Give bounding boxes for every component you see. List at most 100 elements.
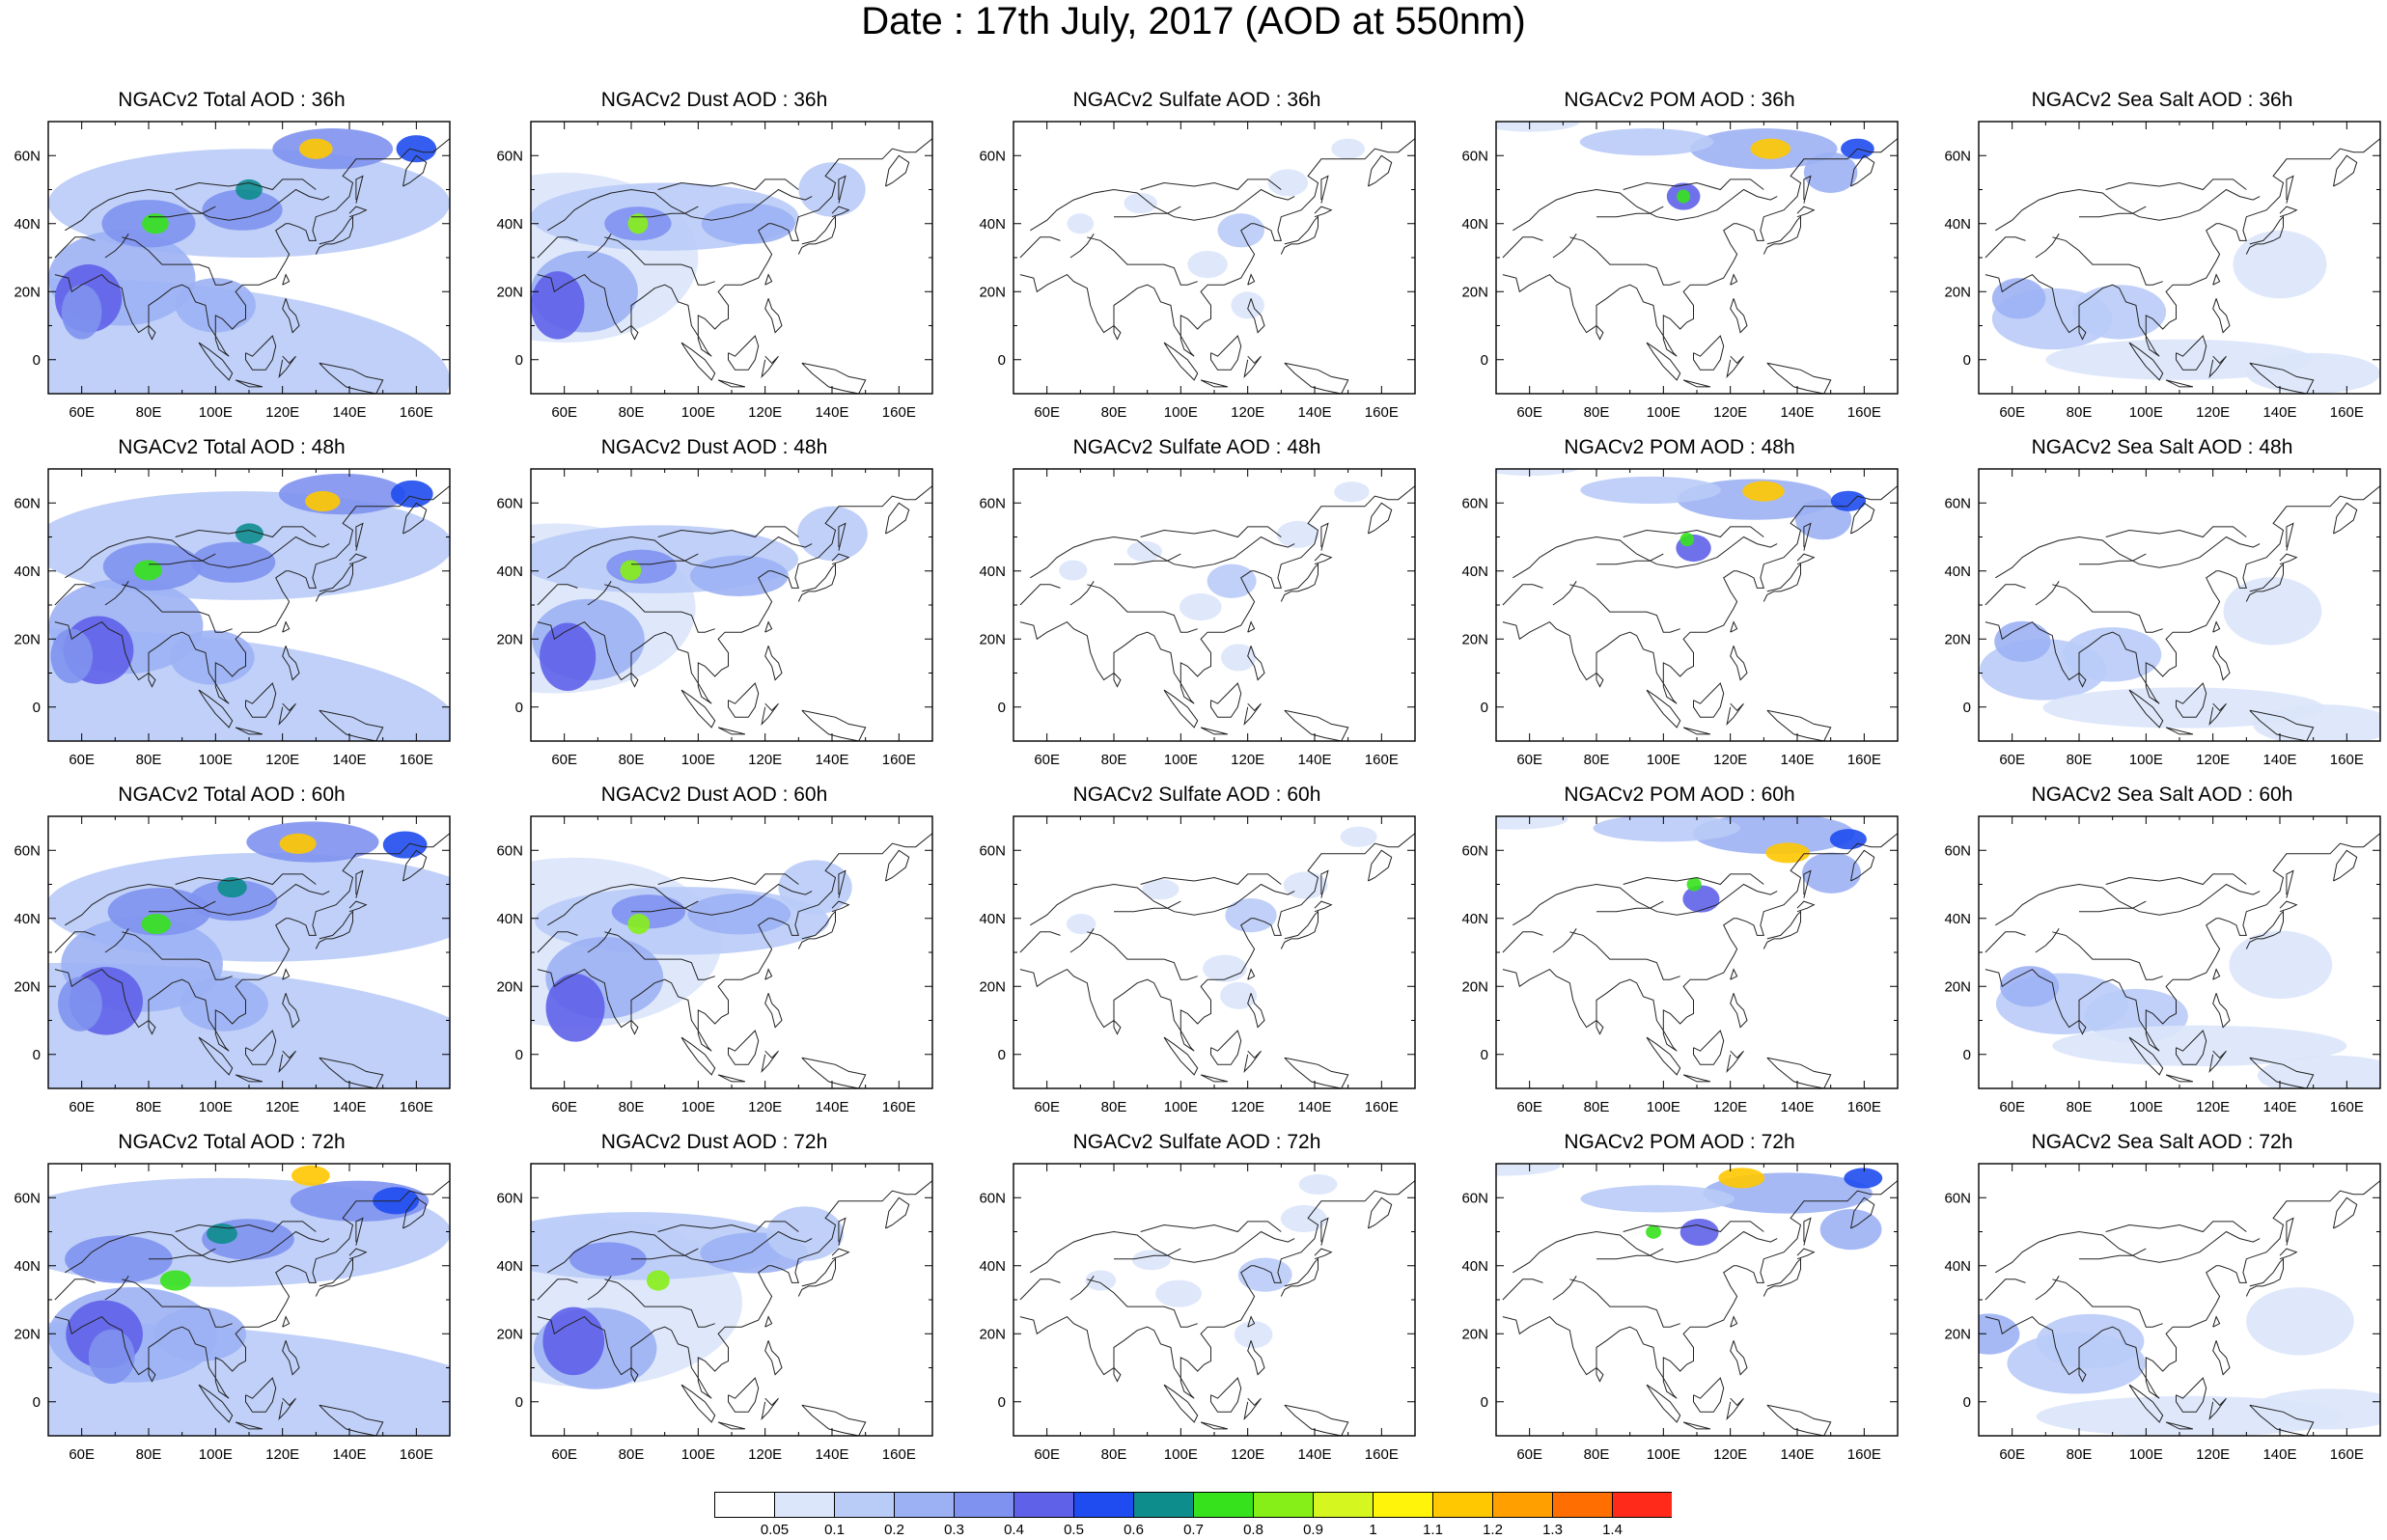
coastline <box>2035 1276 2060 1301</box>
coastline <box>801 362 867 394</box>
aod-shading <box>1276 520 1319 548</box>
coastline <box>1243 355 1262 378</box>
coastline <box>631 206 699 218</box>
coastline <box>2128 689 2164 729</box>
aod-shading <box>291 1165 330 1186</box>
lon-tick-label: 160E <box>400 1099 433 1115</box>
lon-tick-label: 60E <box>551 404 577 421</box>
panel-title: NGACv2 Sulfate AOD : 72h <box>1072 1131 1321 1153</box>
lon-tick-label: 140E <box>1297 1099 1331 1115</box>
aod-shading <box>170 630 255 685</box>
aod-shading <box>1593 816 1741 842</box>
coastline <box>319 1404 384 1436</box>
lat-tick-label: 60N <box>14 842 41 859</box>
lon-tick-label: 100E <box>199 404 233 421</box>
map-panel-seasalt-row1: NGACv2 Sea Salt AOD : 48h 60E 80E 100E 120E 1… <box>1940 436 2384 784</box>
coastline <box>2208 702 2227 726</box>
lon-tick-label: 60E <box>551 1099 577 1115</box>
coastline <box>1284 1404 1349 1436</box>
coastline <box>764 1340 783 1376</box>
lon-tick-label: 80E <box>2067 1099 2093 1115</box>
panel-title: NGACv2 POM AOD : 60h <box>1564 784 1795 806</box>
lon-tick-label: 100E <box>199 752 233 768</box>
coastline <box>1995 536 2261 579</box>
panel-title: NGACv2 POM AOD : 36h <box>1564 89 1795 111</box>
lat-tick-label: 0 <box>1481 352 1488 369</box>
aod-shading <box>2246 352 2380 394</box>
coastline <box>1730 298 1748 334</box>
coastline <box>1368 154 1393 187</box>
coastline <box>1030 1230 1295 1274</box>
aod-shading <box>797 506 868 562</box>
aod-shading <box>1067 213 1095 234</box>
aod-shading <box>1802 852 1862 894</box>
coastline <box>149 553 216 565</box>
coastline <box>348 900 368 913</box>
coastline <box>2165 727 2194 735</box>
coastline <box>680 1036 716 1076</box>
coastline <box>1803 175 1812 204</box>
coastline <box>1730 273 1738 286</box>
coastline <box>2212 993 2231 1029</box>
aod-shading <box>1187 250 1228 279</box>
coastline <box>1646 1384 1681 1423</box>
coastline <box>149 206 216 218</box>
coastline <box>54 584 96 606</box>
colorbar-swatch <box>834 1492 895 1518</box>
coastline <box>885 1196 910 1229</box>
lat-tick-label: 40N <box>14 1258 41 1275</box>
coastline <box>282 1315 291 1328</box>
coastline <box>1552 234 1577 259</box>
lat-tick-label: 20N <box>1461 1326 1488 1342</box>
map-panel-dust-row0: NGACv2 Dust AOD : 36h 60E 80E 100E 120E 140E 1… <box>492 89 936 436</box>
map-plot: 60E 80E 100E 120E 140E 160E 60N 40N 20N 0 <box>1461 815 1899 1115</box>
lon-tick-label: 160E <box>2330 404 2364 421</box>
lat-tick-label: 60N <box>1944 148 1971 164</box>
coastline <box>1693 335 1725 371</box>
aod-shading <box>1496 1164 1561 1176</box>
lon-tick-label: 140E <box>332 1099 366 1115</box>
coastline <box>1210 682 1242 718</box>
lat-tick-label: 0 <box>1481 1394 1488 1411</box>
coastline <box>1069 1276 1095 1301</box>
lon-tick-label: 60E <box>1516 1446 1542 1463</box>
aod-shading <box>2229 930 2333 1000</box>
lon-tick-label: 140E <box>1780 404 1814 421</box>
aod-shading <box>1203 954 1247 982</box>
figure-title: Date : 17th July, 2017 (AOD at 550nm) <box>861 0 1526 42</box>
aod-shading <box>1066 913 1096 935</box>
coastline <box>831 206 850 218</box>
coastline <box>604 584 715 633</box>
lon-tick-label: 120E <box>1713 1446 1747 1463</box>
aod-shading <box>1646 1224 1662 1239</box>
coastline <box>1766 362 1832 394</box>
lat-tick-label: 20N <box>1461 284 1488 300</box>
coastline <box>1502 833 1898 1052</box>
coastline <box>630 673 639 688</box>
lon-tick-label: 100E <box>2129 1446 2163 1463</box>
lon-tick-label: 80E <box>2067 404 2093 421</box>
aod-shading <box>50 628 94 684</box>
aod-shading <box>1237 1257 1292 1292</box>
lat-tick-label: 0 <box>515 352 523 369</box>
coastline <box>657 873 799 886</box>
coastline <box>245 1030 277 1065</box>
coastline <box>1284 709 1349 741</box>
coastline <box>537 138 932 357</box>
lon-tick-label: 160E <box>400 752 433 768</box>
coastline <box>1995 188 2261 232</box>
coastline <box>1019 485 1415 704</box>
lat-tick-label: 0 <box>998 1394 1006 1411</box>
coastline <box>885 502 910 535</box>
coastline <box>2212 646 2231 681</box>
map-panel-seasalt-row0: NGACv2 Sea Salt AOD : 36h 60E 80E 100E 120E 1… <box>1940 89 2384 436</box>
map-plot: 60E 80E 100E 120E 140E 160E 60N 40N 20N 0 <box>14 815 451 1115</box>
lat-tick-label: 20N <box>979 1326 1006 1342</box>
coastline <box>1502 584 1543 606</box>
coastline <box>402 849 428 882</box>
coastline <box>148 1020 156 1035</box>
lon-tick-label: 140E <box>815 1446 848 1463</box>
coastline <box>2212 298 2231 334</box>
map-panel-seasalt-row2: NGACv2 Sea Salt AOD : 60h 60E 80E 100E 120E 1… <box>1940 784 2384 1131</box>
coastline <box>1513 883 1778 926</box>
